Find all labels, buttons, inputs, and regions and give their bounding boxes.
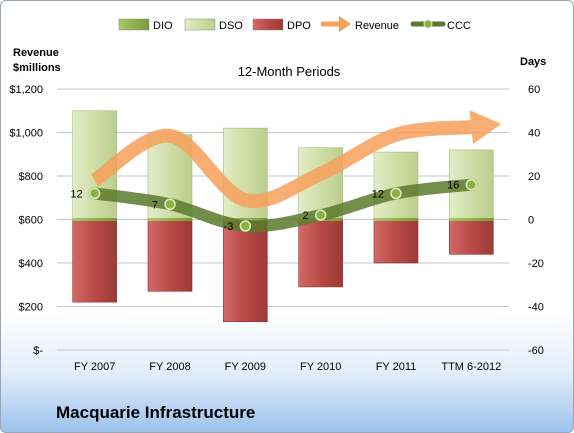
legend-swatch <box>184 18 216 31</box>
y-right-axis: -60 -40 -20 0 20 40 60 <box>528 84 544 357</box>
x-tick-label: FY 2011 <box>376 361 417 373</box>
bar-dpo <box>373 219 419 264</box>
y-left-tick-label: $- <box>33 345 43 357</box>
legend-label: CCC <box>447 20 471 32</box>
bar-dpo <box>223 219 268 323</box>
y-left-tick-label: $1,000 <box>9 128 43 140</box>
legend-label: Revenue <box>355 20 399 32</box>
y-left-label-line2: $millions <box>13 62 61 74</box>
legend-label: DPO <box>287 20 311 32</box>
legend-label: DIO <box>153 20 173 32</box>
y-right-tick-label: 0 <box>528 215 534 227</box>
ccc-line <box>88 178 478 233</box>
y-left-tick-label: $1,200 <box>9 84 43 96</box>
y-left-tick-label: $200 <box>19 302 43 314</box>
bar-dpo <box>298 219 343 288</box>
x-tick-label: TTM 6-2012 <box>441 361 501 373</box>
company-name: Macquarie Infrastructure <box>56 403 256 422</box>
bar-dpo <box>147 219 193 292</box>
bar-dio <box>148 218 192 221</box>
y-right-tick-label: -60 <box>528 345 544 357</box>
legend-swatch <box>252 18 284 31</box>
y-left-tick-label: $800 <box>19 171 43 183</box>
ccc-data-label: 7 <box>152 199 158 211</box>
revenue-series <box>90 110 502 209</box>
legend: DIO DSO DPO Revenue CCC <box>118 16 471 32</box>
ccc-data-label: 12 <box>372 188 384 200</box>
y-left-tick-label: $600 <box>19 215 43 227</box>
ccc-marker <box>239 220 252 232</box>
revenue-arrow-head <box>469 110 502 144</box>
bar-dio <box>223 218 268 221</box>
ccc-data-label: 16 <box>447 180 459 192</box>
chart-title: 12-Month Periods <box>238 64 341 79</box>
y-right-tick-label: 60 <box>528 84 540 96</box>
ccc-data-label: 2 <box>303 210 309 222</box>
x-axis: FY 2007 FY 2008 FY 2009 FY 2010 FY 2011 TTM 6… <box>74 361 501 373</box>
y-left-label-line1: Revenue <box>13 47 59 59</box>
bar-dpo <box>72 219 117 303</box>
ccc-marker <box>390 187 402 200</box>
legend-swatch-head <box>339 16 351 32</box>
ccc-marker <box>465 178 478 191</box>
x-tick-label: FY 2009 <box>225 361 266 373</box>
ccc-marker <box>88 187 101 200</box>
legend-swatch <box>118 18 150 31</box>
x-tick-label: FY 2008 <box>149 361 190 373</box>
y-right-tick-label: -40 <box>528 302 544 314</box>
bar-dio <box>449 218 494 221</box>
ccc-marker <box>164 198 176 211</box>
ccc-marker <box>314 209 327 221</box>
y-right-tick-label: 40 <box>528 128 540 140</box>
y-left-axis: $- $200 $400 $600 $800 $1,000 $1,200 <box>9 84 43 357</box>
bar-dio <box>72 218 117 221</box>
y-left-tick-label: $400 <box>19 258 43 270</box>
bar-dpo <box>449 219 494 255</box>
y-right-tick-label: 20 <box>528 171 540 183</box>
ccc-data-label: -3 <box>224 221 234 233</box>
legend-label: DSO <box>219 20 243 32</box>
x-tick-label: FY 2007 <box>74 361 115 373</box>
bar-dio <box>374 218 418 221</box>
x-tick-label: FY 2010 <box>300 361 341 373</box>
revenue-arrow-line <box>90 120 473 209</box>
y-right-tick-label: -20 <box>528 258 544 270</box>
ccc-series: 12 7 -3 2 12 16 <box>70 178 478 233</box>
ccc-data-label: 12 <box>70 188 82 200</box>
y-right-label: Days <box>520 56 546 68</box>
legend-swatch-marker <box>423 19 433 29</box>
